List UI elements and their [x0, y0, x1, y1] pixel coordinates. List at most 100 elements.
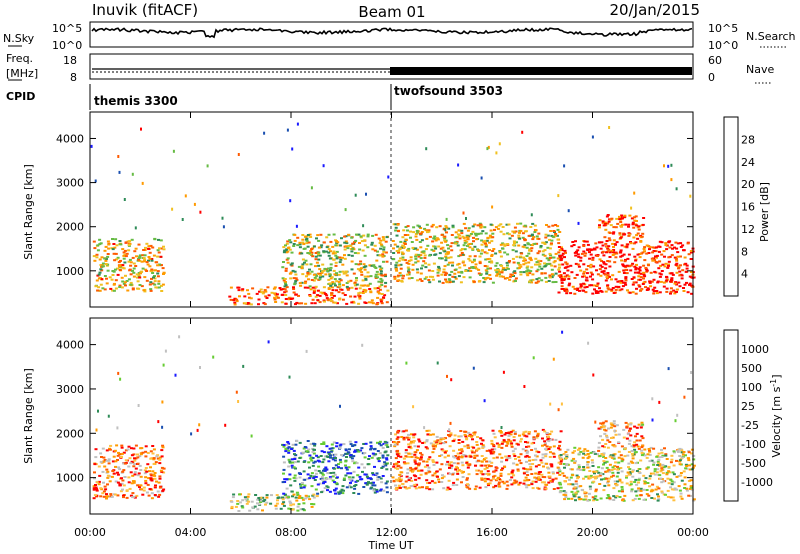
data-pixel: [286, 250, 290, 253]
data-pixel: [368, 282, 372, 285]
data-pixel: [653, 473, 657, 476]
data-pixel: [510, 234, 514, 237]
data-pixel: [374, 287, 378, 290]
data-pixel: [321, 275, 325, 278]
data-pixel: [517, 267, 521, 270]
data-pixel: [422, 260, 426, 263]
data-pixel: [525, 445, 528, 448]
data-pixel: [409, 455, 412, 458]
data-pixel: [112, 252, 116, 255]
data-pixel: [577, 485, 581, 488]
data-pixel: [158, 462, 162, 465]
data-pixel: [323, 468, 327, 471]
data-pixel: [313, 460, 317, 463]
data-pixel: [493, 436, 497, 439]
data-pixel: [142, 257, 146, 260]
data-pixel: [404, 226, 408, 228]
data-pixel: [366, 271, 370, 274]
data-pixel: [564, 287, 568, 290]
data-pixel: [639, 276, 643, 279]
data-pixel: [518, 237, 522, 240]
data-pixel: [95, 253, 99, 256]
data-pixel: [447, 278, 451, 281]
data-pixel: [299, 284, 303, 287]
data-pixel: [535, 450, 539, 453]
data-pixel: [602, 224, 606, 227]
data-pixel: [563, 498, 567, 501]
data-pixel: [160, 470, 164, 473]
data-pixel: [484, 269, 488, 272]
data-pixel: [410, 277, 414, 279]
data-pixel: [310, 485, 314, 488]
data-pixel: [574, 480, 578, 483]
data-pixel: [377, 237, 381, 240]
data-pixel: [366, 246, 370, 249]
data-pixel: [620, 244, 624, 247]
data-pixel: [608, 260, 612, 263]
data-pixel: [548, 433, 552, 436]
data-pixel: [584, 498, 588, 501]
data-pixel: [550, 430, 554, 433]
data-pixel: [384, 251, 388, 254]
data-pixel: [283, 493, 287, 496]
data-pixel: [525, 454, 529, 457]
data-pixel: [590, 459, 594, 462]
data-pixel: [439, 437, 443, 440]
data-pixel: [683, 283, 687, 286]
data-pixel: [446, 374, 448, 378]
data-pixel: [426, 244, 430, 247]
data-pixel: [420, 469, 424, 472]
data-pixel: [349, 244, 353, 247]
data-pixel: [321, 478, 325, 481]
data-pixel: [94, 448, 98, 451]
data-pixel: [419, 473, 423, 476]
data-pixel: [119, 490, 123, 493]
data-pixel: [149, 289, 153, 292]
data-pixel: [410, 241, 414, 243]
data-pixel: [315, 261, 319, 264]
data-pixel: [138, 260, 142, 262]
data-pixel: [505, 444, 509, 447]
data-pixel: [323, 267, 327, 270]
data-pixel: [120, 286, 124, 289]
data-pixel: [374, 275, 378, 278]
data-pixel: [660, 490, 664, 493]
data-pixel: [624, 277, 628, 280]
data-pixel: [669, 478, 673, 481]
data-pixel: [419, 272, 423, 275]
data-pixel: [519, 462, 523, 465]
data-pixel: [480, 225, 484, 228]
data-pixel: [612, 249, 616, 251]
data-pixel: [550, 239, 554, 242]
data-pixel: [651, 259, 655, 262]
data-pixel: [295, 491, 299, 494]
data-pixel: [364, 442, 368, 445]
data-pixel: [345, 452, 349, 455]
data-pixel: [608, 126, 611, 129]
data-pixel: [292, 243, 296, 245]
data-pixel: [238, 295, 241, 298]
data-pixel: [425, 464, 429, 467]
data-pixel: [467, 431, 471, 434]
data-pixel: [657, 245, 661, 248]
data-pixel: [595, 498, 599, 501]
data-pixel: [606, 214, 610, 216]
data-pixel: [338, 447, 342, 449]
data-pixel: [293, 239, 297, 242]
data-pixel: [647, 494, 651, 497]
data-pixel: [287, 449, 291, 452]
data-pixel: [534, 229, 538, 232]
data-pixel: [336, 241, 340, 244]
data-pixel: [462, 244, 466, 247]
data-pixel: [606, 439, 610, 442]
data-pixel: [561, 252, 565, 255]
data-pixel: [524, 430, 528, 433]
data-pixel: [396, 479, 400, 482]
data-pixel: [435, 441, 439, 444]
data-pixel: [579, 259, 583, 262]
data-pixel: [605, 436, 609, 439]
data-pixel: [662, 281, 666, 284]
data-pixel: [282, 472, 285, 475]
data-pixel: [486, 258, 490, 261]
data-pixel: [675, 247, 679, 250]
